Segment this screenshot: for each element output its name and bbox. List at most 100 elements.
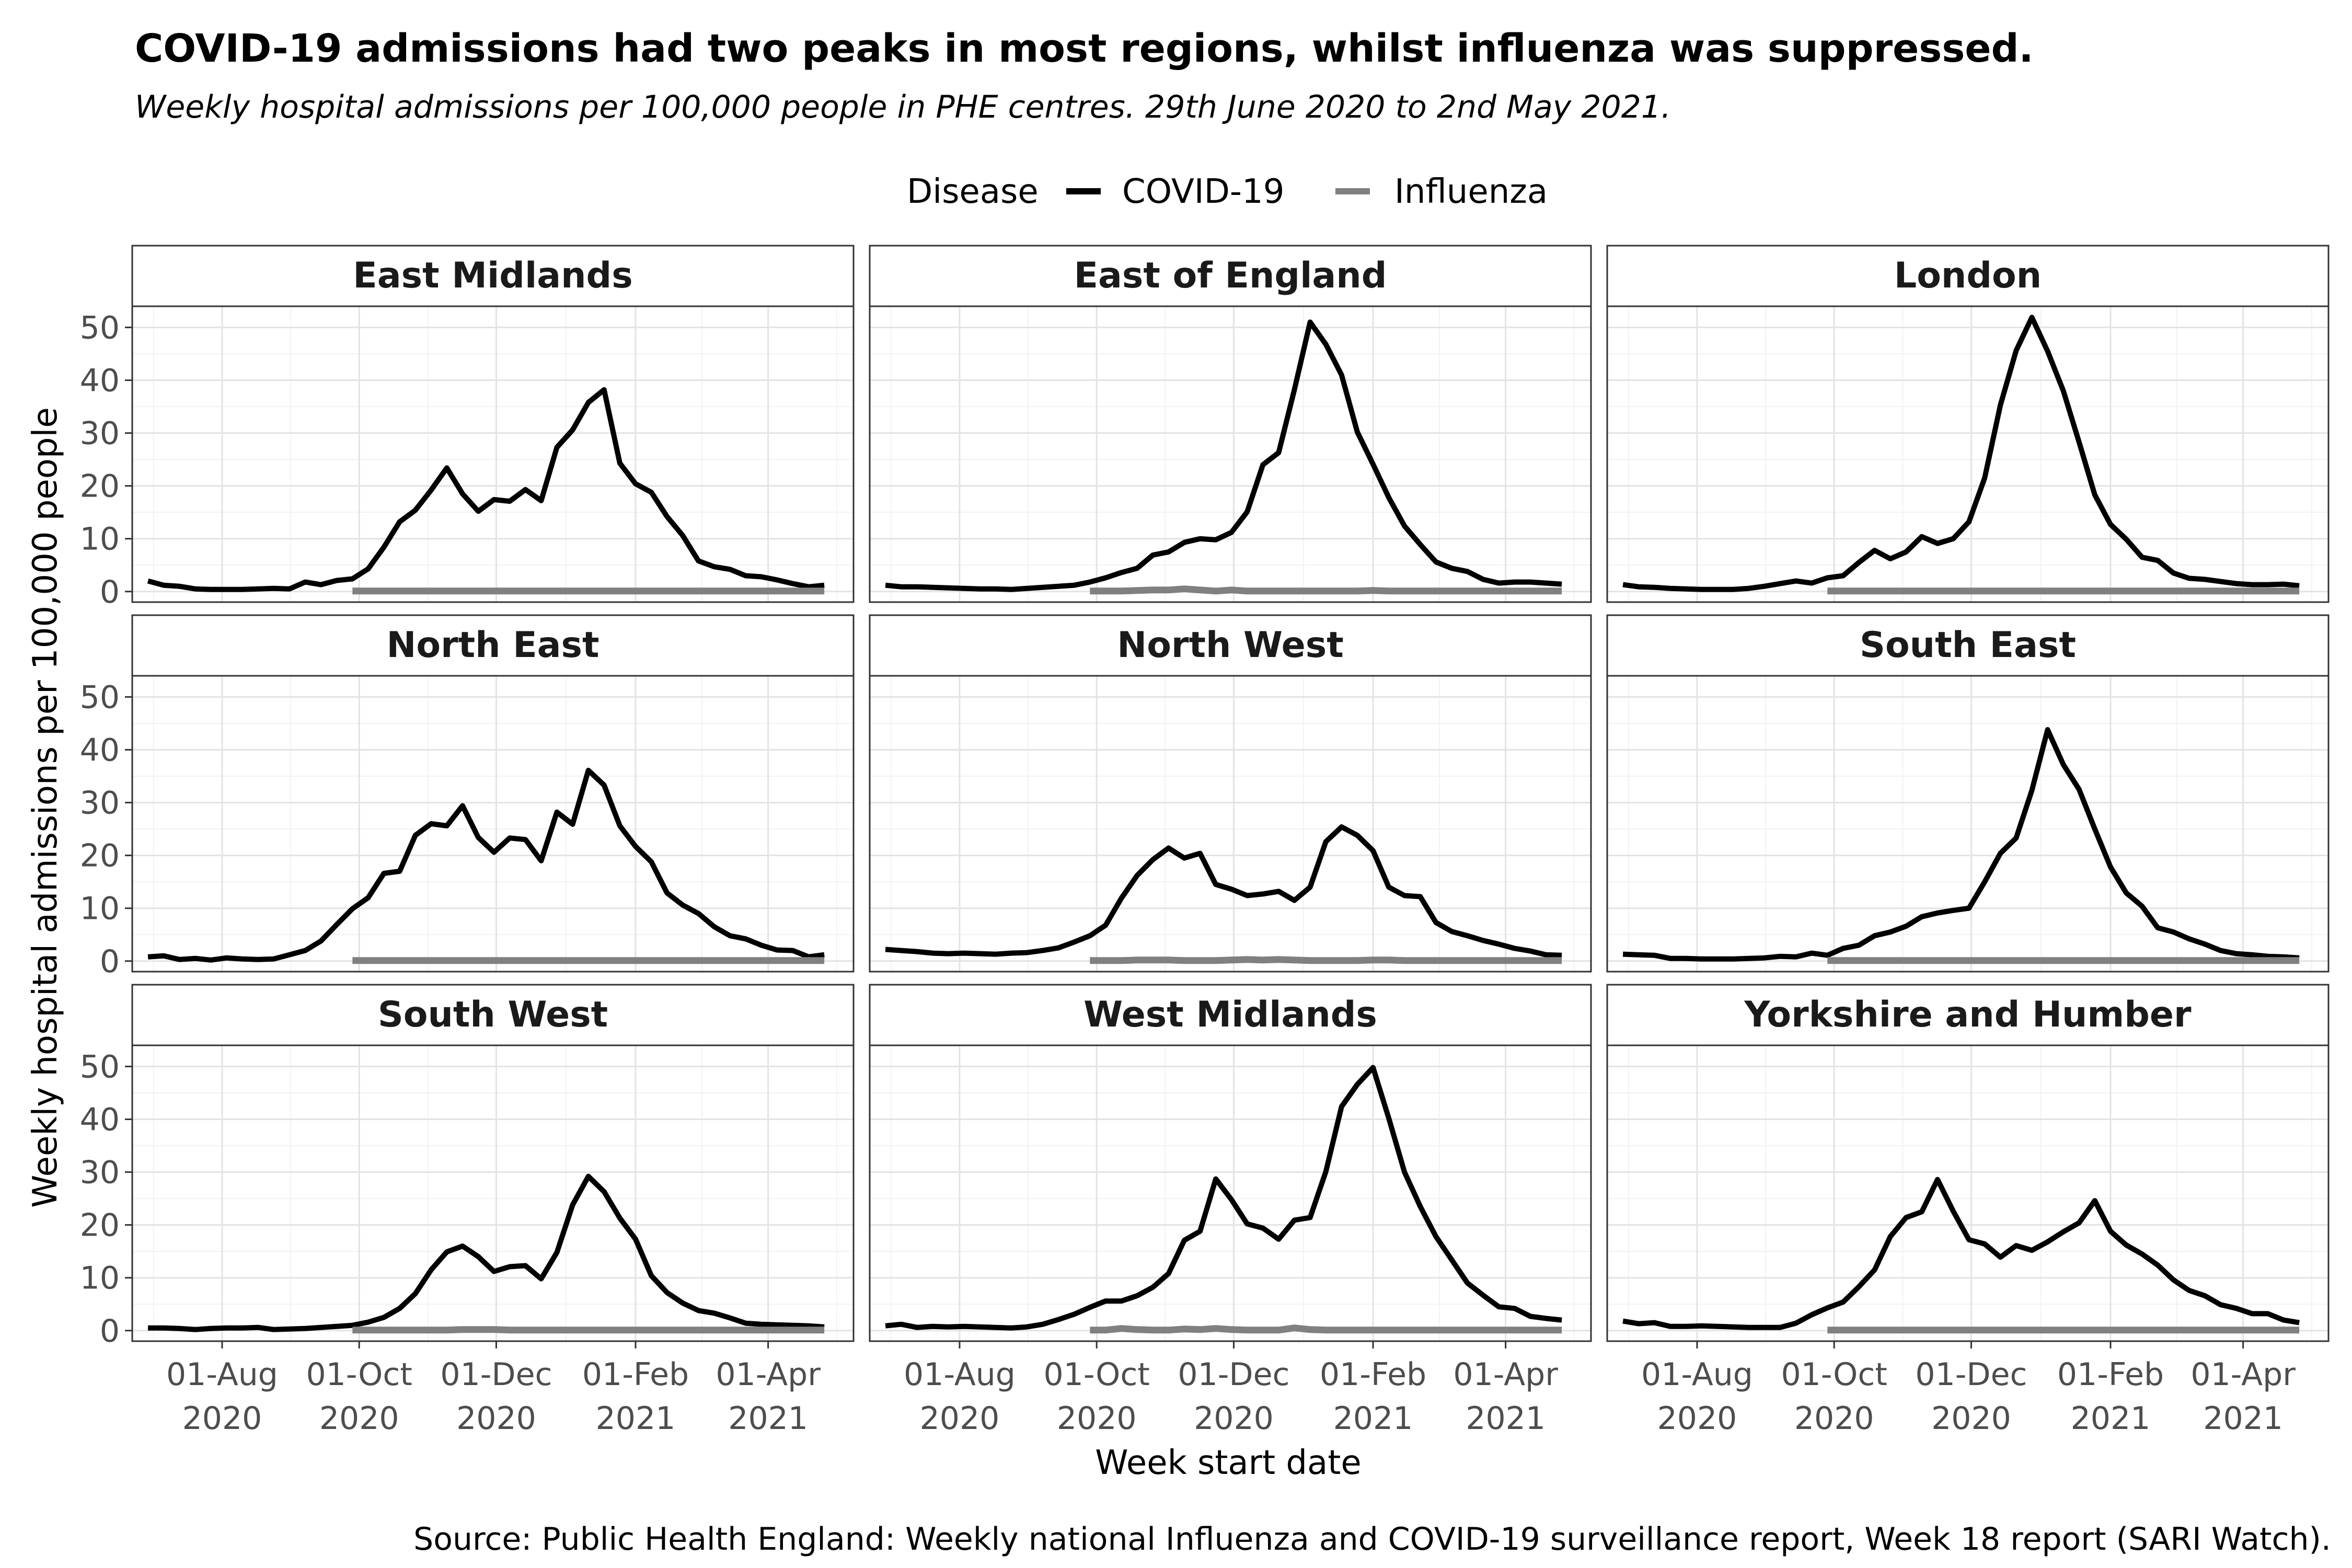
x-tick-label: 01-Dec (1915, 1356, 2027, 1393)
y-tick-label: 20 (80, 1207, 120, 1244)
y-tick-label: 30 (80, 1155, 120, 1191)
series-covid-south-west (148, 1173, 825, 1332)
plot-area (132, 1045, 854, 1341)
strip-south-east (1606, 614, 2330, 677)
y-tick-label: 40 (80, 363, 120, 399)
x-tick-label-year: 2020 (456, 1400, 536, 1437)
x-tick-label: 01-Dec (1178, 1356, 1289, 1393)
x-tick-label-year: 2021 (2071, 1400, 2151, 1437)
panel-east-midlands: East Midlands 0 10 20 30 40 50 (80, 245, 855, 610)
x-tick-label-year: 2021 (2203, 1400, 2283, 1437)
x-tick-label-year: 2020 (1057, 1400, 1137, 1437)
x-tick-label: 01-Oct (1781, 1356, 1887, 1393)
y-tick-label: 0 (100, 943, 120, 980)
series-covid-east-of-england (885, 319, 1562, 592)
y-tick-label: 20 (80, 468, 120, 505)
panel-border (131, 675, 855, 973)
x-tick-label: 01-Feb (1320, 1356, 1426, 1393)
strip-south-west (131, 984, 855, 1046)
x-tick-label: 01-Apr (2190, 1356, 2296, 1393)
y-tick-label: 0 (100, 574, 120, 610)
strip-label-london: London (1894, 255, 2042, 296)
strip-label-west-midlands: West Midlands (1083, 994, 1377, 1035)
x-tick-label-year: 2021 (1466, 1400, 1546, 1437)
strip-label-south-east: South East (1860, 625, 2076, 666)
panel-east-of-england: East of England (869, 245, 1592, 603)
panel-south-west: South West 0 10 20 30 40 50 01-Aug 2020 01-Oct 202… (80, 984, 855, 1437)
y-tick-label: 30 (80, 785, 120, 822)
plot-area (1607, 306, 2328, 602)
panel-north-east: North East 0 10 20 30 40 50 (80, 614, 855, 980)
plot-area (870, 1045, 1591, 1341)
x-tick-label: 01-Aug (166, 1356, 278, 1393)
x-tick-label: 01-Apr (1453, 1356, 1558, 1393)
strip-label-yorkshire-and-humber: Yorkshire and Humber (1744, 994, 2192, 1035)
strip-label-north-east: North East (386, 625, 599, 666)
series-covid-yorkshire-and-humber (1622, 1177, 2300, 1330)
y-tick-label: 20 (80, 838, 120, 874)
facet-panels: East Midlands 0 10 20 30 40 50 East of England L… (80, 245, 2330, 1437)
x-tick-label: 01-Apr (716, 1356, 821, 1393)
x-tick-label-year: 2020 (1657, 1400, 1737, 1437)
panel-london: London (1606, 245, 2330, 603)
chart-caption: Source: Public Health England: Weekly na… (413, 1521, 2331, 1558)
y-tick-label: 50 (80, 679, 120, 716)
x-tick-label: 01-Dec (440, 1356, 552, 1393)
series-covid-south-east (1622, 727, 2300, 962)
legend: Disease COVID-19 Influenza (907, 172, 1548, 211)
panel-border (1606, 675, 2330, 973)
panel-border (869, 305, 1592, 603)
y-tick-label: 10 (80, 521, 120, 558)
y-tick-label: 0 (100, 1313, 120, 1350)
y-tick-label: 40 (80, 732, 120, 769)
series-covid-north-west (885, 824, 1562, 958)
panel-north-west: North West (869, 614, 1592, 973)
panel-border (869, 1044, 1592, 1342)
x-tick-label: 01-Oct (306, 1356, 412, 1393)
x-tick-label-year: 2020 (182, 1400, 262, 1437)
x-tick-label-year: 2020 (1794, 1400, 1874, 1437)
x-tick-label-year: 2020 (1194, 1400, 1274, 1437)
chart-title: COVID-19 admissions had two peaks in mos… (135, 26, 2034, 71)
y-tick-label: 40 (80, 1102, 120, 1138)
strip-north-west (869, 614, 1592, 677)
strip-label-south-west: South West (378, 994, 608, 1035)
x-tick-label: 01-Feb (582, 1356, 689, 1393)
y-tick-label: 50 (80, 1048, 120, 1085)
x-tick-label: 01-Aug (1641, 1356, 1753, 1393)
strip-west-midlands (869, 984, 1592, 1046)
plot-area (870, 676, 1591, 972)
panel-border (869, 675, 1592, 973)
x-tick-label-year: 2020 (319, 1400, 399, 1437)
strip-label-east-midlands: East Midlands (353, 255, 632, 296)
panel-yorkshire-and-humber: Yorkshire and Humber 01-Aug 2020 01-Oct 2020… (1606, 984, 2330, 1437)
series-influenza-east-of-england (1090, 585, 1562, 595)
panel-border (131, 305, 855, 603)
series-covid-west-midlands (885, 1065, 1562, 1331)
series-covid-north-east (147, 767, 825, 963)
y-tick-label: 30 (80, 416, 120, 452)
x-tick-label-year: 2020 (920, 1400, 1000, 1437)
legend-label-covid: COVID-19 (1122, 172, 1284, 211)
series-influenza-west-midlands (1090, 1324, 1562, 1334)
legend-label-influenza: Influenza (1394, 172, 1548, 211)
x-tick-label: 01-Feb (2057, 1356, 2164, 1393)
panel-border (1606, 305, 2330, 603)
chart-subtitle: Weekly hospital admissions per 100,000 p… (135, 89, 1671, 125)
legend-title: Disease (907, 172, 1039, 211)
x-tick-label-year: 2021 (728, 1400, 808, 1437)
series-influenza-north-west (1090, 956, 1562, 964)
y-tick-label: 10 (80, 1260, 120, 1297)
y-tick-label: 50 (80, 309, 120, 346)
strip-east-midlands (131, 245, 855, 307)
plot-area (870, 306, 1591, 602)
series-covid-east-midlands (147, 387, 825, 592)
x-tick-label-year: 2021 (596, 1400, 676, 1437)
panel-border (131, 1044, 855, 1342)
panel-west-midlands: West Midlands 01-Aug 2020 01-Oct 2020 01-Dec 2… (869, 984, 1592, 1437)
y-tick-label: 10 (80, 891, 120, 927)
series-covid-london (1622, 315, 2300, 592)
plot-area (132, 306, 854, 602)
plot-area (132, 676, 854, 972)
